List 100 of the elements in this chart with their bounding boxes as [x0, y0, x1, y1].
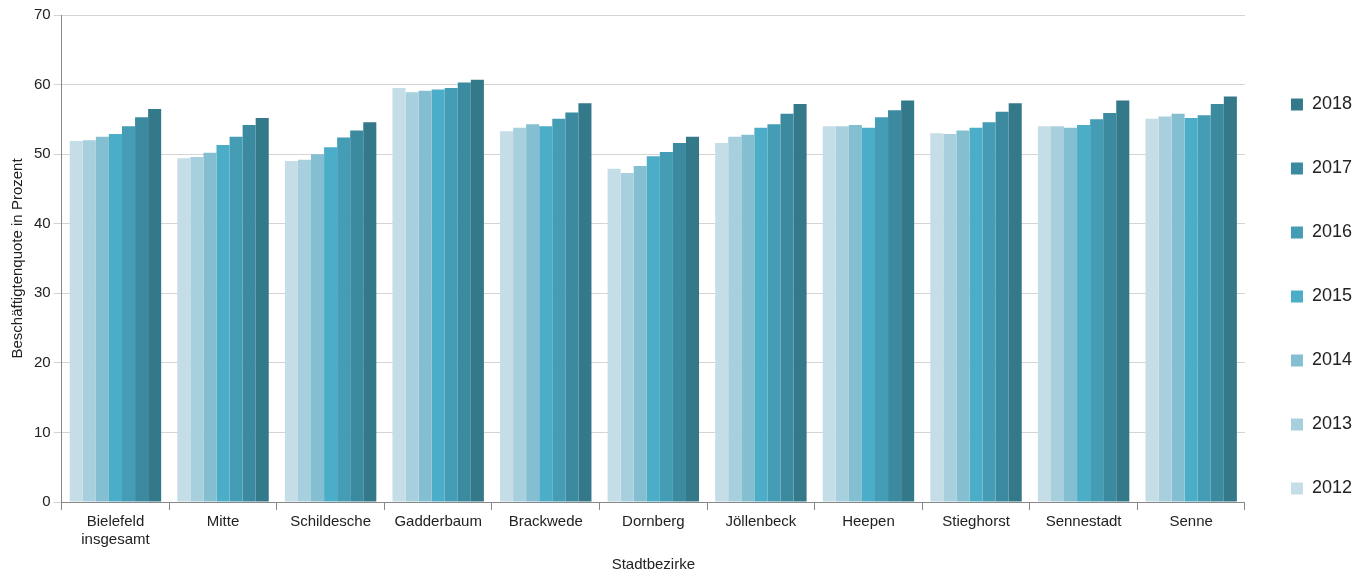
bar — [108, 133, 122, 502]
bar — [135, 117, 149, 502]
bar — [470, 79, 484, 502]
bar — [1103, 113, 1117, 502]
bar — [1050, 126, 1065, 502]
bar — [324, 147, 338, 502]
bar — [431, 89, 445, 502]
bar — [1145, 118, 1159, 502]
bar — [148, 108, 162, 502]
bar — [203, 152, 217, 502]
legend-label: 2014 — [1311, 349, 1352, 370]
bar — [943, 133, 957, 502]
x-axis-title: Stadtbezirke — [611, 555, 696, 573]
bar — [216, 145, 230, 502]
x-tick-label: Bielefeld insgesamt — [81, 512, 151, 548]
bar — [500, 131, 514, 502]
y-tick-label: 40 — [34, 213, 51, 231]
bar — [457, 82, 471, 502]
bar — [1184, 117, 1198, 502]
y-tick-label: 70 — [34, 5, 51, 23]
bar — [659, 152, 673, 502]
bar — [242, 124, 256, 502]
x-tick-label: Senne — [1169, 512, 1213, 530]
bar — [565, 112, 579, 502]
bar — [444, 88, 458, 502]
bar — [835, 126, 849, 502]
bar — [539, 126, 553, 502]
bar — [767, 124, 781, 502]
bar — [513, 127, 527, 502]
bar — [337, 137, 351, 502]
bar — [982, 122, 996, 502]
bar — [363, 122, 377, 502]
bar — [284, 161, 298, 502]
bar — [969, 127, 983, 502]
x-tick-label: Brackwede — [508, 512, 583, 530]
bar — [1077, 124, 1091, 502]
x-tick-label: Sennestadt — [1045, 512, 1123, 530]
bar — [620, 172, 634, 502]
bar — [848, 124, 862, 502]
bar — [607, 168, 621, 502]
y-tick-label: 30 — [34, 283, 51, 301]
bar — [995, 111, 1009, 502]
legend-label: 2015 — [1311, 285, 1352, 306]
bar — [1158, 116, 1172, 502]
bar — [956, 130, 970, 502]
bar — [69, 140, 83, 502]
bar — [633, 165, 647, 502]
bar — [418, 90, 432, 502]
x-tick-label: Gadderbaum — [394, 512, 482, 530]
bar — [715, 143, 729, 502]
bar — [229, 136, 243, 502]
y-tick-label: 60 — [34, 74, 51, 92]
bar — [822, 126, 836, 502]
bar — [874, 117, 889, 502]
bar — [1171, 113, 1185, 502]
bar — [578, 103, 592, 502]
bar — [392, 88, 406, 502]
legend-label: 2017 — [1311, 157, 1352, 178]
bar — [728, 136, 742, 502]
bar — [1116, 100, 1130, 502]
y-tick-label: 20 — [34, 353, 51, 370]
bar — [672, 143, 686, 502]
bar — [861, 127, 875, 502]
x-tick-label: Stieghorst — [942, 512, 1011, 530]
bar — [1197, 115, 1211, 502]
bar — [311, 154, 325, 502]
bar — [552, 118, 566, 502]
bar — [1210, 104, 1224, 502]
bar — [1037, 126, 1051, 502]
bar — [1090, 119, 1104, 502]
x-tick-label: Jöllenbeck — [725, 512, 797, 530]
bar — [350, 130, 364, 502]
bar — [780, 113, 794, 502]
bar — [1008, 103, 1022, 502]
legend-label: 2018 — [1311, 93, 1352, 114]
bar — [82, 140, 96, 502]
bar — [95, 136, 109, 502]
bar — [297, 159, 312, 502]
x-tick-label: Mitte — [206, 512, 240, 530]
legend-label: 2016 — [1311, 221, 1352, 242]
bar — [930, 133, 944, 502]
bar — [255, 117, 269, 502]
bar — [405, 92, 419, 502]
x-tick-label: Heepen — [842, 512, 895, 530]
x-tick-label: Dornberg — [622, 512, 685, 530]
bar — [793, 104, 807, 502]
y-tick-label: 10 — [34, 422, 51, 440]
bar — [190, 156, 204, 502]
bar — [754, 127, 768, 502]
legend-label: 2012 — [1311, 477, 1352, 498]
bar — [901, 100, 915, 502]
bar — [888, 110, 902, 502]
legend-label: 2013 — [1311, 413, 1352, 434]
y-tick-label: 50 — [34, 144, 51, 162]
bar — [526, 124, 540, 502]
bar — [646, 156, 660, 502]
bar — [1064, 127, 1078, 502]
y-tick-label: 0 — [42, 492, 51, 510]
bar — [122, 126, 136, 502]
y-axis-title: Beschäftigtenquote in Prozent — [8, 157, 26, 359]
